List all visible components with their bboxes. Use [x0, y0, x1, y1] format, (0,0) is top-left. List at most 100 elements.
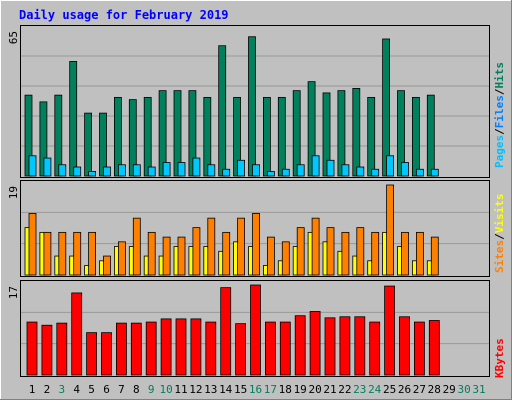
legend-files: Files — [493, 95, 506, 128]
kbytes-bar — [250, 284, 261, 376]
files-bar — [356, 166, 365, 177]
sites-bar — [430, 236, 439, 276]
kbytes-bar — [309, 311, 321, 376]
sites-bar — [415, 231, 424, 276]
sites-bar — [73, 231, 82, 276]
day-label: 12 — [189, 383, 202, 396]
chart-title: Daily usage for February 2019 — [19, 8, 229, 22]
kbytes-bar — [324, 317, 336, 376]
sites-bar — [222, 231, 231, 276]
hits-bar — [158, 90, 167, 177]
kbytes-bar — [354, 316, 366, 376]
files-bar — [222, 168, 231, 177]
day-label: 19 — [294, 383, 307, 396]
files-bar — [192, 157, 201, 177]
files-bar — [237, 159, 246, 177]
hits-bar — [203, 96, 212, 177]
visits-axis-max-label: 19 — [7, 186, 20, 199]
legend-separator-1: / — [493, 128, 506, 135]
day-label: 13 — [204, 383, 217, 396]
kbytes-bar — [235, 323, 247, 376]
sites-bar — [296, 227, 305, 276]
kbytes-bar — [130, 322, 142, 376]
sites-bar — [356, 227, 365, 276]
kbytes-bar — [428, 320, 440, 376]
hits-bar — [24, 94, 33, 177]
hits-bar — [173, 90, 182, 177]
kbytes-bar — [399, 316, 410, 376]
kbytes-bar — [384, 285, 396, 376]
legend-hits: Hits — [493, 62, 506, 89]
day-label: 24 — [368, 383, 382, 396]
legend-sites: Sites — [493, 240, 506, 273]
files-bar — [371, 168, 380, 177]
sites-bar — [341, 231, 350, 276]
x-axis-day-labels: 1 2 3 4 5 6 7 8 9 10 11 12 13 14 15 16 17 18 19 20 21 22 23 24 2… — [29, 383, 486, 396]
sites-bar — [326, 227, 335, 276]
kbytes-bar — [116, 322, 127, 376]
hits-bar — [397, 90, 405, 177]
hits-bar — [426, 94, 435, 177]
day-label: 7 — [118, 383, 125, 396]
day-label: 26 — [398, 383, 411, 396]
files-bar — [73, 166, 82, 177]
sites-bar — [371, 231, 380, 276]
hits-bar — [128, 99, 137, 177]
hits-bar — [188, 90, 197, 177]
sites-bar — [266, 236, 275, 276]
files-bar — [252, 164, 260, 177]
day-label: 20 — [308, 383, 321, 396]
hits-bar — [39, 101, 48, 177]
day-label: 31 — [472, 383, 485, 396]
sites-bar — [118, 241, 126, 276]
day-label: 4 — [73, 383, 80, 396]
day-label: 9 — [148, 383, 155, 396]
hits-bar — [54, 94, 63, 177]
sites-bar — [162, 236, 171, 276]
day-label: 5 — [88, 383, 95, 396]
kbytes-bar — [264, 321, 276, 376]
files-bar — [326, 159, 335, 177]
sites-bar — [207, 217, 216, 276]
files-bar — [341, 164, 350, 177]
visits-legend: Sites/Visits — [493, 194, 506, 274]
kbytes-bar — [56, 322, 68, 376]
day-label: 21 — [323, 383, 336, 396]
hits-bar — [262, 96, 271, 177]
files-bar — [401, 162, 409, 177]
files-bar — [207, 164, 216, 177]
kbytes-bar — [101, 332, 112, 376]
files-bar — [177, 162, 186, 177]
files-bar — [162, 162, 171, 177]
sites-bar — [28, 213, 37, 276]
day-label: 14 — [219, 383, 233, 396]
hits-bar — [367, 96, 376, 177]
day-label: 10 — [159, 383, 172, 396]
sites-bar — [311, 217, 320, 276]
legend-pages: Pages — [493, 135, 506, 168]
kbytes-bar — [86, 332, 97, 376]
kbytes-bar — [71, 292, 83, 376]
day-label: 3 — [58, 383, 65, 396]
hits-bar — [69, 61, 78, 177]
sites-bar — [192, 227, 201, 276]
sites-bar — [386, 184, 395, 276]
files-bar — [281, 168, 290, 177]
day-label: 27 — [413, 383, 426, 396]
legend-visits: Visits — [493, 194, 506, 234]
hits-bar — [322, 92, 331, 177]
sites-bar — [252, 213, 260, 276]
day-label: 17 — [264, 383, 277, 396]
hits-bar — [218, 45, 227, 177]
kbytes-bar — [205, 321, 217, 376]
day-label: 1 — [29, 383, 36, 396]
sites-bar — [401, 231, 409, 276]
hits-bar — [352, 88, 361, 177]
files-bar — [132, 164, 141, 177]
sites-bar — [43, 231, 52, 276]
day-label: 22 — [338, 383, 351, 396]
legend-separator-3: / — [493, 233, 506, 240]
hits-bar — [382, 38, 391, 177]
legend-separator-2: / — [493, 88, 506, 95]
